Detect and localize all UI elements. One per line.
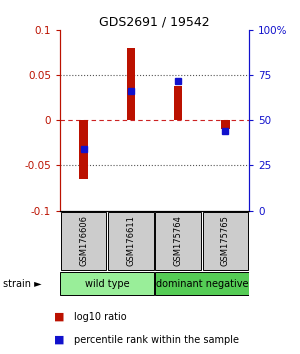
Text: GSM175765: GSM175765 [221, 215, 230, 266]
Text: GSM176611: GSM176611 [126, 215, 135, 266]
Text: ■: ■ [54, 335, 64, 345]
FancyBboxPatch shape [61, 212, 106, 270]
FancyBboxPatch shape [108, 212, 154, 270]
Text: log10 ratio: log10 ratio [74, 312, 126, 322]
Bar [80, 120, 88, 179]
FancyBboxPatch shape [155, 272, 248, 295]
FancyBboxPatch shape [155, 212, 201, 270]
Text: ■: ■ [54, 312, 64, 322]
Text: GSM175764: GSM175764 [174, 215, 183, 266]
FancyBboxPatch shape [203, 212, 248, 270]
Bar [221, 120, 230, 130]
Text: GSM176606: GSM176606 [79, 215, 88, 266]
FancyBboxPatch shape [61, 272, 154, 295]
Title: GDS2691 / 19542: GDS2691 / 19542 [99, 16, 210, 29]
Text: percentile rank within the sample: percentile rank within the sample [74, 335, 238, 345]
Bar [174, 86, 182, 120]
Bar [127, 48, 135, 120]
Text: wild type: wild type [85, 279, 130, 289]
Text: dominant negative: dominant negative [155, 279, 248, 289]
Text: strain ►: strain ► [3, 279, 42, 289]
